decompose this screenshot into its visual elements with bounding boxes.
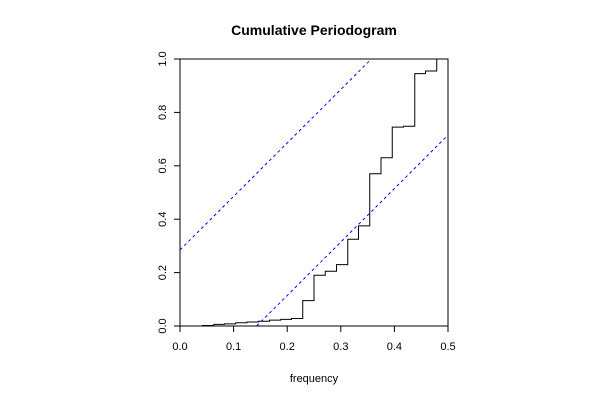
x-tick-label: 0.4 (387, 341, 402, 353)
x-tick-label: 0.3 (333, 341, 348, 353)
y-tick-label: 1.0 (157, 51, 169, 66)
x-axis-label: frequency (290, 373, 339, 385)
plot-area (180, 59, 448, 326)
plot-frame (179, 58, 449, 327)
x-tick-label: 0.5 (440, 341, 455, 353)
confidence-bound-line-2 (256, 134, 448, 326)
x-tick-label: 0.0 (172, 341, 187, 353)
y-tick-label: 0.2 (157, 265, 169, 280)
periodogram-step-line (180, 59, 448, 326)
axes: 0.0 0.1 0.2 0.3 0.4 0.5 0.0 0.2 0.4 0.6 0.8 1.0 (157, 51, 456, 353)
y-tick-label: 0.8 (157, 105, 169, 120)
confidence-bound-line-1 (180, 59, 372, 251)
y-tick-label: 0.0 (157, 318, 169, 333)
x-tick-label: 0.1 (226, 341, 241, 353)
y-tick-label: 0.4 (157, 212, 169, 227)
x-tick-label: 0.2 (280, 341, 295, 353)
chart-title: Cumulative Periodogram (231, 22, 397, 38)
y-tick-label: 0.6 (157, 158, 169, 173)
